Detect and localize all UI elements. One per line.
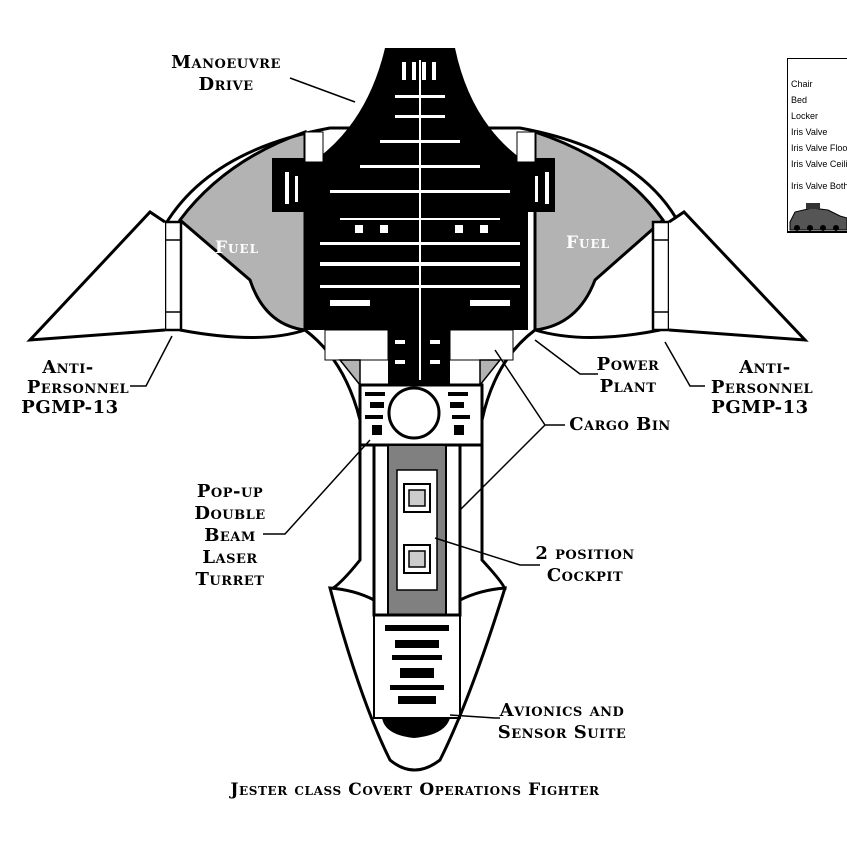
legend-item-locker: Locker [791, 111, 818, 121]
legend-item-iris-valve-floor: Iris Valve Floor [791, 143, 847, 153]
label-fuel-left: Fuel [215, 238, 259, 258]
legend-item-bed: Bed [791, 95, 807, 105]
label-popup-1: Pop-up [197, 481, 263, 502]
label-anti-left-1: Anti- [41, 357, 94, 378]
label-manoeuvre-2: Drive [199, 74, 254, 95]
weapon-pod-right [651, 210, 809, 342]
legend-item-iris-valve-ceiling: Iris Valve Ceiling [791, 159, 847, 169]
leader-lines [130, 77, 705, 719]
label-cargo-bin: Cargo Bin [569, 414, 671, 435]
legend: Chair Bed Locker Iris Valve Iris Valve F… [787, 58, 847, 233]
cockpit-seat-rear [403, 544, 431, 574]
engine-block [272, 48, 555, 385]
label-popup-4: Laser [202, 547, 257, 568]
turret-mount [387, 386, 441, 440]
label-anti-right-3: PGMP-13 [711, 397, 808, 418]
label-anti-left-3: PGMP-13 [21, 397, 118, 418]
label-anti-left-2: Personnel [27, 377, 129, 398]
diagram-title: Jester class Covert Operations Fighter [228, 780, 600, 800]
label-avionics-2: Sensor Suite [498, 722, 627, 743]
label-cockpit-2: Cockpit [547, 565, 623, 586]
label-anti-right-1: Anti- [738, 357, 791, 378]
label-popup-5: Turret [196, 569, 265, 590]
fuselage [358, 383, 484, 617]
label-anti-right-2: Personnel [711, 377, 813, 398]
label-popup-3: Beam [204, 525, 256, 546]
label-power-2: Plant [600, 376, 657, 397]
legend-item-iris-valve-both: Iris Valve Both [791, 181, 847, 191]
label-popup-2: Double [194, 503, 265, 524]
cockpit-seat-front [403, 483, 431, 513]
label-power-1: Power [597, 354, 660, 375]
label-fuel-right: Fuel [566, 233, 610, 253]
weapon-pod-left [26, 210, 183, 342]
legend-item-chair: Chair [791, 79, 813, 89]
label-manoeuvre-1: Manoeuvre [171, 52, 281, 73]
label-avionics-1: Avionics and [499, 700, 625, 721]
label-cockpit-1: 2 position [535, 543, 634, 564]
legend-item-iris-valve: Iris Valve [791, 127, 827, 137]
legend-vehicle-icon [789, 203, 847, 231]
labels: Manoeuvre Drive Fuel Fuel Anti- Personne… [21, 52, 813, 800]
nose [328, 586, 508, 772]
